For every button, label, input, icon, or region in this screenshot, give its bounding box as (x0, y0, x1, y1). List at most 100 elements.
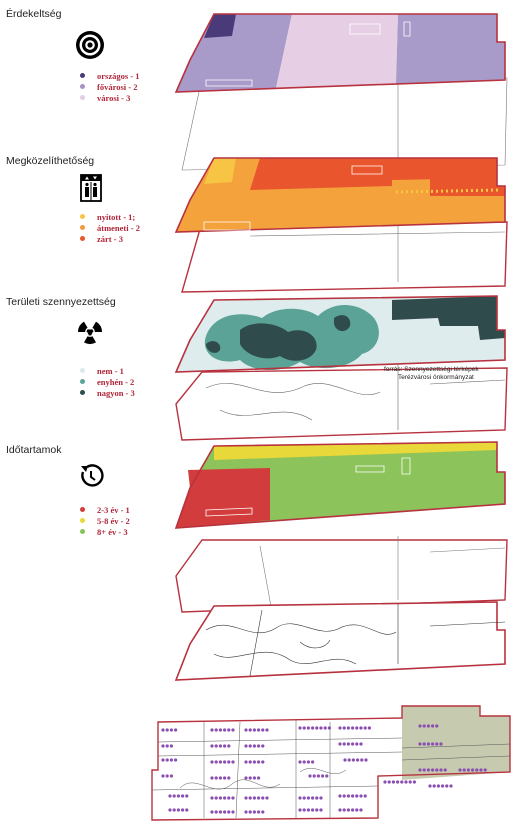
legend-label: 2-3 év - 1 (97, 504, 130, 515)
legend-label: városi - 3 (97, 92, 131, 103)
layer-duration-base-lines (259, 536, 506, 613)
tree-marker (443, 768, 447, 772)
tree-marker (227, 728, 231, 732)
tree-marker (261, 810, 265, 814)
tree-marker (218, 760, 222, 764)
tree-marker (302, 760, 306, 764)
clock-rotate-icon (81, 464, 104, 487)
zone-fovarosi-left (176, 14, 292, 92)
tree-marker (346, 742, 350, 746)
tree-marker (387, 780, 391, 784)
tree-marker (214, 776, 218, 780)
tree-marker (261, 796, 265, 800)
tree-marker (257, 796, 261, 800)
legend-item: fővárosi - 2 (80, 81, 140, 92)
legend-label: nem - 1 (97, 365, 124, 376)
tree-marker (315, 808, 319, 812)
legend-swatch (80, 84, 85, 89)
tree-marker (338, 742, 342, 746)
tree-marker (169, 744, 173, 748)
tree-marker (181, 794, 185, 798)
tree-marker (218, 744, 222, 748)
tree-marker (439, 742, 443, 746)
legend-item: 2-3 év - 1 (80, 504, 130, 515)
section-title-access: Megközelíthetőség (6, 155, 95, 167)
source-note-line-2: Terézvárosi önkormányzat (398, 374, 474, 381)
legend-swatch (80, 390, 85, 395)
tree-marker (172, 808, 176, 812)
tree-marker (311, 808, 315, 812)
site-plan (151, 705, 511, 821)
tree-marker (479, 768, 483, 772)
tree-marker (248, 744, 252, 748)
tree-marker (218, 776, 222, 780)
layer-pollution-base (175, 367, 508, 441)
layer-duration (174, 441, 508, 613)
tree-marker (185, 794, 189, 798)
tree-marker (400, 780, 404, 784)
tree-marker (338, 726, 342, 730)
tree-marker (475, 768, 479, 772)
tree-marker (355, 808, 359, 812)
legend-swatch (80, 379, 85, 384)
tree-marker (302, 726, 306, 730)
source-note-line-1: forrás: Szennyezettségi térképek (384, 366, 479, 373)
tree-marker (176, 808, 180, 812)
legend-label: fővárosi - 2 (97, 81, 138, 92)
tree-marker (218, 728, 222, 732)
tree-marker (231, 728, 235, 732)
tree-marker (435, 768, 439, 772)
tree-marker (316, 774, 320, 778)
tree-marker (306, 726, 310, 730)
tree-marker (338, 794, 342, 798)
tree-marker (412, 780, 416, 784)
tree-marker (466, 768, 470, 772)
tree-marker (231, 810, 235, 814)
tree-marker (168, 808, 172, 812)
tree-marker (248, 776, 252, 780)
tree-marker (483, 768, 487, 772)
tree-marker (252, 796, 256, 800)
tree-marker (223, 776, 227, 780)
tree-marker (244, 810, 248, 814)
tree-marker (435, 724, 439, 728)
site-plan-streets (151, 720, 511, 819)
tree-marker (311, 796, 315, 800)
tree-marker (214, 810, 218, 814)
legend-label: átmeneti - 2 (97, 222, 140, 233)
tree-marker (471, 768, 475, 772)
tree-marker (174, 758, 178, 762)
layer-access-buildings (203, 165, 383, 231)
tree-marker (347, 758, 351, 762)
legend-duration: 2-3 év - 1 5-8 év - 2 8+ év - 3 (80, 504, 130, 537)
tree-marker (431, 724, 435, 728)
tree-marker (257, 776, 261, 780)
tree-marker (367, 726, 371, 730)
tree-marker (265, 796, 269, 800)
tree-marker (227, 760, 231, 764)
tree-marker (165, 744, 169, 748)
tree-marker (435, 742, 439, 746)
tree-marker (315, 726, 319, 730)
tree-marker (342, 808, 346, 812)
radiation-icon (78, 321, 103, 344)
legend-pollution: nem - 1 enyhén - 2 nagyon - 3 (80, 365, 135, 398)
tree-marker (223, 810, 227, 814)
tree-marker (169, 758, 173, 762)
legend-label: 8+ év - 3 (97, 526, 128, 537)
layer-interest (174, 13, 508, 171)
tree-marker (298, 796, 302, 800)
tree-marker (351, 726, 355, 730)
zone-nagyon-right (392, 296, 505, 340)
site-plan-border (151, 705, 511, 821)
tree-marker (244, 776, 248, 780)
tree-marker (223, 796, 227, 800)
tree-marker (257, 760, 261, 764)
tree-marker (391, 780, 395, 784)
tree-marker (426, 742, 430, 746)
tree-marker (176, 794, 180, 798)
tree-marker (298, 726, 302, 730)
tree-marker (214, 760, 218, 764)
tree-marker (248, 760, 252, 764)
tree-marker (351, 742, 355, 746)
